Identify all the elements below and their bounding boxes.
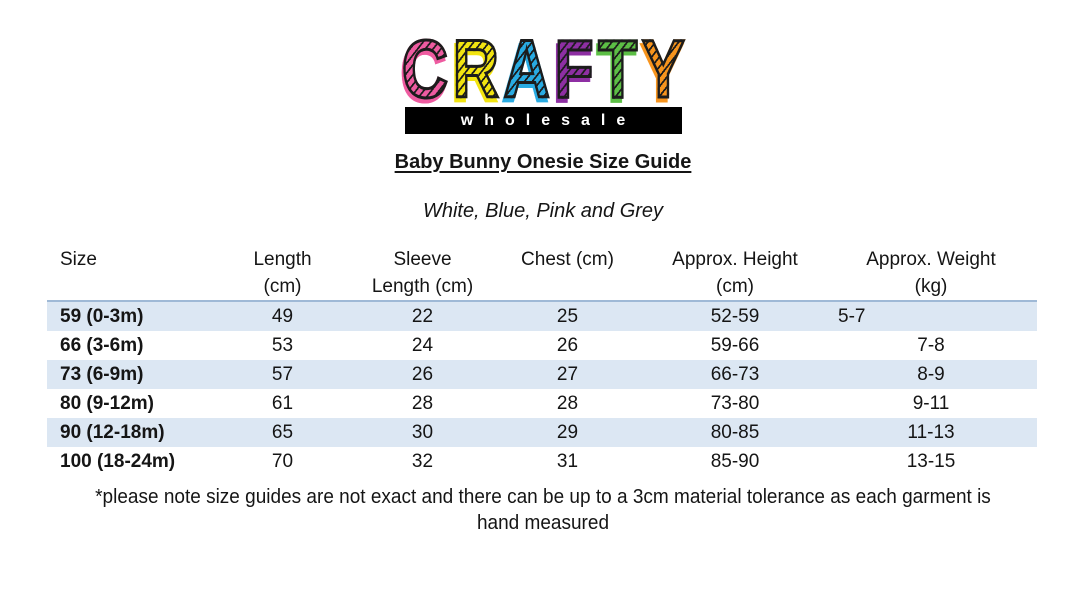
table-row: 66 (3-6m) 53 24 26 59-66 7-8	[47, 331, 1037, 360]
header-line: Length (cm)	[371, 276, 474, 297]
cell-weight: 9-11	[912, 393, 950, 414]
header-line: (kg)	[914, 276, 948, 297]
cell-sleeve: 28	[411, 393, 434, 414]
column-header-chest: Chest (cm)	[490, 246, 645, 301]
size-table-body: 59 (0-3m) 49 22 25 52-59 5-7 66 (3-6m) 5…	[47, 301, 1037, 476]
cell-size: 80 (9-12m)	[60, 393, 154, 414]
cell-weight: 11-13	[907, 422, 955, 443]
crafty-logo: C R A F T Y wholesale	[0, 0, 1086, 134]
table-row: 73 (6-9m) 57 26 27 66-73 8-9	[47, 360, 1037, 389]
table-row: 90 (12-18m) 65 30 29 80-85 11-13	[47, 418, 1037, 447]
cell-height: 59-66	[710, 335, 760, 356]
header-line: Length	[253, 249, 312, 270]
cell-weight: 7-8	[917, 335, 945, 356]
cell-length: 61	[271, 393, 294, 414]
cell-chest: 27	[556, 364, 579, 385]
table-row: 80 (9-12m) 61 28 28 73-80 9-11	[47, 389, 1037, 418]
header-line: Approx. Weight	[866, 249, 996, 270]
column-header-approx-height: Approx. Height (cm)	[645, 246, 825, 301]
cell-sleeve: 30	[411, 422, 434, 443]
cell-length: 49	[271, 306, 294, 327]
wholesale-banner: wholesale	[404, 107, 682, 134]
cell-height: 73-80	[710, 393, 760, 414]
footnote: *please note size guides are not exact a…	[27, 484, 1059, 536]
page-title: Baby Bunny Onesie Size Guide	[394, 151, 692, 173]
cell-weight: 5-7	[838, 306, 866, 327]
footnote-line-1: *please note size guides are not exact a…	[95, 486, 991, 508]
size-table: Size Length (cm) Sleeve Length (cm) Ches…	[47, 246, 1037, 476]
cell-length: 65	[271, 422, 294, 443]
header-line: Sleeve	[393, 249, 452, 270]
header-line: Size	[60, 249, 97, 270]
cell-sleeve: 24	[411, 335, 434, 356]
header-line: (cm)	[263, 276, 302, 297]
size-table-header: Size Length (cm) Sleeve Length (cm) Ches…	[47, 246, 1037, 301]
header-line: Chest (cm)	[521, 249, 614, 270]
cell-length: 57	[271, 364, 294, 385]
cell-chest: 29	[556, 422, 579, 443]
cell-height: 66-73	[710, 364, 760, 385]
logo-letter-a: A	[501, 27, 552, 112]
cell-size: 73 (6-9m)	[60, 364, 144, 385]
cell-weight: 8-9	[917, 364, 945, 385]
cell-size: 90 (12-18m)	[60, 422, 165, 443]
logo-letter-c: C	[399, 27, 450, 112]
logo-letter-y: Y	[639, 27, 686, 112]
cell-size: 100 (18-24m)	[60, 451, 176, 472]
footnote-line-2: hand measured	[476, 512, 610, 534]
cell-length: 70	[271, 451, 294, 472]
cell-sleeve: 26	[411, 364, 434, 385]
table-row: 100 (18-24m) 70 32 31 85-90 13-15	[47, 447, 1037, 476]
header-line: Approx. Height	[672, 249, 798, 270]
column-header-sleeve-length: Sleeve Length (cm)	[355, 246, 490, 301]
logo-letter-t: T	[596, 27, 640, 112]
cell-height: 80-85	[710, 422, 760, 443]
header-line: (cm)	[716, 276, 754, 297]
color-variants-subtitle: White, Blue, Pink and Grey	[422, 200, 664, 222]
column-header-length: Length (cm)	[210, 246, 355, 301]
cell-length: 53	[271, 335, 294, 356]
column-header-size: Size	[47, 246, 210, 301]
cell-chest: 25	[556, 306, 579, 327]
cell-weight: 13-15	[906, 451, 956, 472]
cell-height: 52-59	[710, 306, 760, 327]
logo-letter-f: F	[552, 27, 596, 112]
cell-chest: 31	[556, 451, 579, 472]
column-header-approx-weight: Approx. Weight (kg)	[825, 246, 1037, 301]
crafty-wordmark: C R A F T Y	[399, 27, 686, 112]
cell-sleeve: 32	[411, 451, 434, 472]
cell-chest: 28	[556, 393, 579, 414]
cell-sleeve: 22	[411, 306, 434, 327]
cell-height: 85-90	[710, 451, 760, 472]
logo-letter-r: R	[450, 27, 501, 112]
table-row: 59 (0-3m) 49 22 25 52-59 5-7	[47, 301, 1037, 331]
cell-chest: 26	[556, 335, 579, 356]
cell-size: 66 (3-6m)	[60, 335, 144, 356]
cell-size: 59 (0-3m)	[60, 306, 144, 327]
